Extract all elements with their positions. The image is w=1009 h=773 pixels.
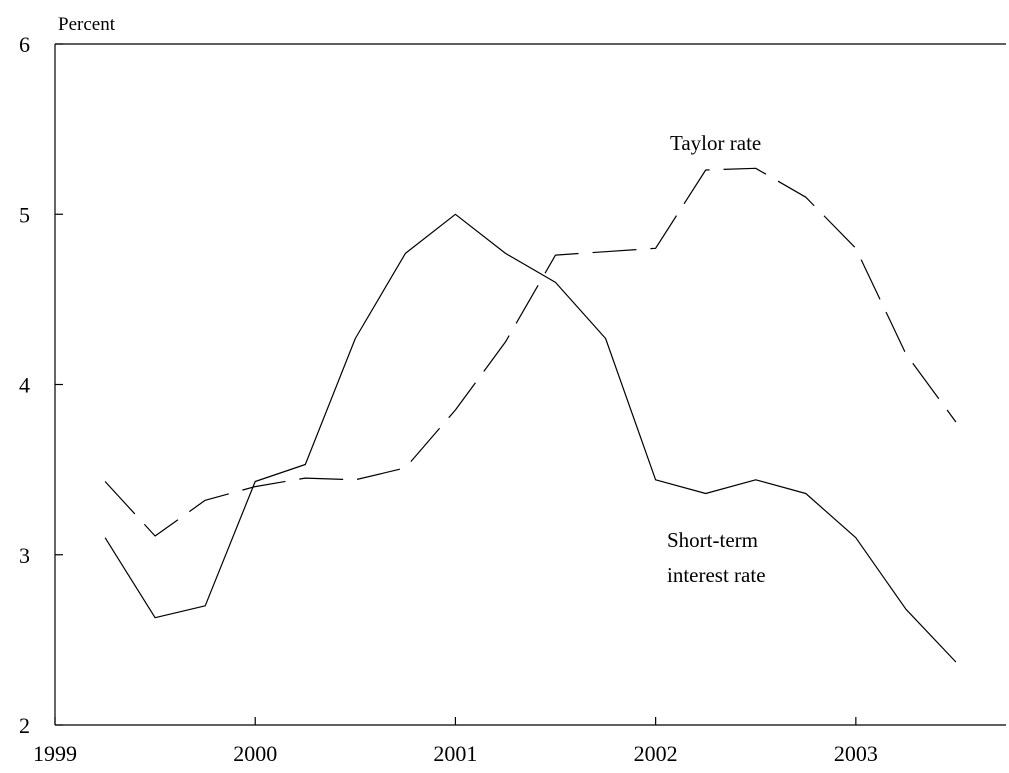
series-line-taylor-rate	[104, 167, 957, 537]
y-tick-label-6: 6	[19, 32, 30, 57]
x-ticks: 1999 2000 2001 2002 2003	[33, 717, 878, 766]
annotation-taylor-rate: Taylor rate	[670, 131, 761, 155]
annotation-short-term-line1: Short-term	[667, 528, 758, 552]
x-tick-label-2001: 2001	[433, 741, 477, 766]
y-axis-unit-label: Percent	[58, 14, 116, 35]
x-tick-label-2000: 2000	[233, 741, 277, 766]
y-tick-label-5: 5	[19, 202, 30, 227]
series-line-short-term-interest-rate	[104, 213, 957, 663]
x-tick-label-2003: 2003	[834, 741, 878, 766]
annotation-short-term-line2: interest rate	[667, 563, 766, 587]
y-ticks: 2 3 4 5 6	[19, 32, 63, 738]
x-tick-label-1999: 1999	[33, 741, 77, 766]
series-layer	[104, 167, 957, 663]
x-tick-label-2002: 2002	[634, 741, 678, 766]
y-tick-label-2: 2	[19, 713, 30, 738]
y-tick-label-3: 3	[19, 543, 30, 568]
y-tick-label-4: 4	[19, 373, 30, 398]
